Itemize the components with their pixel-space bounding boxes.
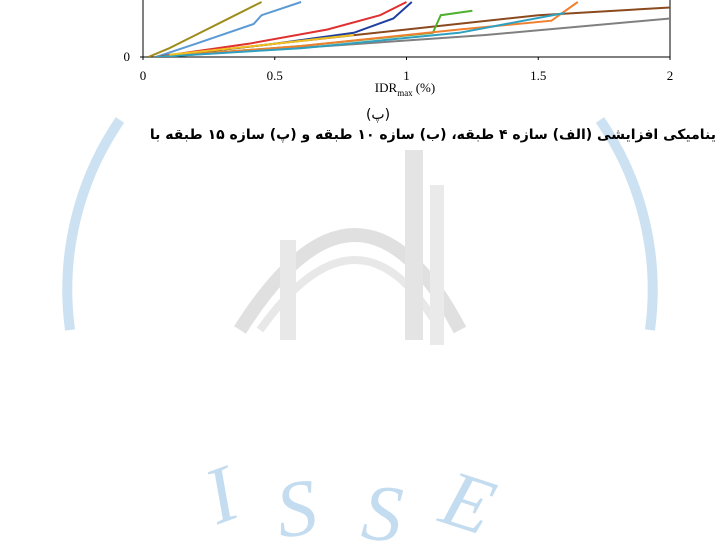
panel-label: (پ) bbox=[366, 107, 390, 123]
watermark-text: I S S EISSE bbox=[193, 449, 505, 558]
x-tick-label: 2 bbox=[667, 68, 674, 83]
x-tick-label: 1.5 bbox=[530, 68, 546, 83]
x-label-sub: max bbox=[397, 88, 413, 98]
watermark-letter: I bbox=[193, 449, 252, 542]
watermark-letter: S bbox=[270, 463, 322, 556]
x-label-unit: (%) bbox=[416, 80, 436, 95]
watermark-logo bbox=[62, 117, 658, 345]
data-line bbox=[156, 1, 407, 57]
plot-area bbox=[147, 1, 670, 57]
x-tick-label: 0.5 bbox=[267, 68, 283, 83]
y-tick-label: 0 bbox=[124, 49, 131, 64]
data-line bbox=[156, 6, 670, 57]
figure-caption: ینامیکی افزایشی (الف) سازه ۴ طبقه، (ب) س… bbox=[149, 127, 716, 143]
data-line bbox=[169, 34, 354, 56]
x-axis-label: IDRmax (%) bbox=[375, 80, 435, 98]
x-tick-label: 0 bbox=[140, 68, 147, 83]
x-tick-label: 1 bbox=[403, 68, 410, 83]
x-label-main: IDR bbox=[375, 80, 398, 95]
data-line bbox=[147, 1, 263, 57]
data-line bbox=[156, 12, 565, 57]
watermark-letter: S bbox=[359, 469, 407, 558]
watermark-letter: E bbox=[430, 454, 505, 553]
data-line bbox=[155, 1, 302, 57]
